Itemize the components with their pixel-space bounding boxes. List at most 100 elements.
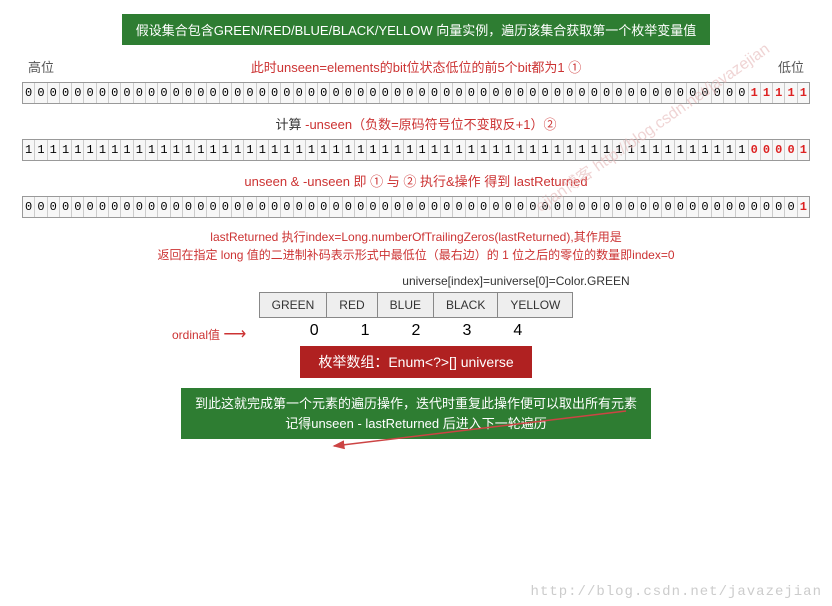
bit-cell: 0 <box>761 140 773 160</box>
bit-cell: 1 <box>84 140 96 160</box>
bit-cell: 0 <box>650 197 662 217</box>
bit-cell: 1 <box>392 140 404 160</box>
bit-cell: 0 <box>417 83 429 103</box>
bit-cell: 0 <box>367 83 379 103</box>
bit-cell: 1 <box>466 140 478 160</box>
bit-cell: 1 <box>490 140 502 160</box>
bit-cell: 0 <box>195 197 207 217</box>
bit-cell: 0 <box>589 197 601 217</box>
bit-cell: 1 <box>244 140 256 160</box>
bit-cell: 1 <box>662 140 674 160</box>
bit-cell: 0 <box>355 83 367 103</box>
bit-cell: 1 <box>232 140 244 160</box>
footer-line-2: 记得unseen - lastReturned 后进入下一轮遍历 <box>195 414 637 434</box>
bit-cell: 1 <box>564 140 576 160</box>
bit-cell: 0 <box>281 197 293 217</box>
bit-cell: 1 <box>281 140 293 160</box>
bit-cell: 0 <box>380 197 392 217</box>
ordinal-value: 4 <box>513 322 522 340</box>
bit-cell: 0 <box>318 83 330 103</box>
bit-cell: 1 <box>552 140 564 160</box>
bit-cell: 1 <box>121 140 133 160</box>
bit-cell: 0 <box>318 197 330 217</box>
bit-cell: 0 <box>601 83 613 103</box>
bit-cell: 1 <box>404 140 416 160</box>
bit-cell: 0 <box>478 197 490 217</box>
bit-cell: 0 <box>343 83 355 103</box>
bit-cell: 1 <box>773 83 785 103</box>
bit-cell: 0 <box>785 197 797 217</box>
bit-cell: 0 <box>207 197 219 217</box>
enum-cell: BLUE <box>377 293 433 318</box>
bit-cell: 0 <box>773 140 785 160</box>
bit-cell: 1 <box>453 140 465 160</box>
bit-cell: 1 <box>60 140 72 160</box>
bit-cell: 0 <box>638 197 650 217</box>
bit-cell: 0 <box>220 197 232 217</box>
bit-cell: 0 <box>220 83 232 103</box>
high-bit-label: 高位 <box>28 57 54 76</box>
bit-cell: 1 <box>712 140 724 160</box>
note-block: lastReturned 执行index=Long.numberOfTraili… <box>0 228 832 264</box>
bit-cell: 1 <box>134 140 146 160</box>
bit-cell: 1 <box>318 140 330 160</box>
bit-cell: 0 <box>626 83 638 103</box>
red-banner: 枚举数组：Enum<?>[] universe <box>300 346 531 378</box>
bit-cell: 0 <box>343 197 355 217</box>
bit-cell: 0 <box>404 83 416 103</box>
bit-cell: 1 <box>35 140 47 160</box>
bit-cell: 1 <box>183 140 195 160</box>
bit-cell: 0 <box>109 197 121 217</box>
footer-line-1: 到此这就完成第一个元素的遍历操作，迭代时重复此操作便可以取出所有元素 <box>195 394 637 414</box>
bit-cell: 0 <box>306 83 318 103</box>
bit-cell: 0 <box>35 83 47 103</box>
bit-cell: 0 <box>785 140 797 160</box>
bit-cell: 0 <box>158 83 170 103</box>
bit-cell: 0 <box>453 197 465 217</box>
bit-cell: 0 <box>72 83 84 103</box>
bit-cell: 0 <box>650 83 662 103</box>
bit-cell: 0 <box>662 197 674 217</box>
enum-cell: YELLOW <box>498 293 573 318</box>
footer-banner: 到此这就完成第一个元素的遍历操作，迭代时重复此操作便可以取出所有元素 记得uns… <box>181 388 651 439</box>
bit-cell: 0 <box>207 83 219 103</box>
bit-cell: 1 <box>539 140 551 160</box>
bit-cell: 1 <box>367 140 379 160</box>
bit-cell: 0 <box>613 83 625 103</box>
bit-cell: 0 <box>97 197 109 217</box>
bit-cell: 1 <box>195 140 207 160</box>
bit-cell: 0 <box>183 83 195 103</box>
bit-cell: 0 <box>109 83 121 103</box>
bit-cell: 1 <box>158 140 170 160</box>
bit-cell: 0 <box>589 83 601 103</box>
bit-cell: 0 <box>35 197 47 217</box>
bit-cell: 0 <box>724 197 736 217</box>
caption-3: unseen & -unseen 即 ① 与 ② 执行&操作 得到 lastRe… <box>0 171 832 190</box>
bit-cell: 1 <box>23 140 35 160</box>
bit-cell: 0 <box>515 197 527 217</box>
bit-cell: 0 <box>638 83 650 103</box>
bit-cell: 1 <box>675 140 687 160</box>
enum-table: GREENREDBLUEBLACKYELLOW <box>259 292 574 318</box>
bit-cell: 1 <box>503 140 515 160</box>
bit-cell: 1 <box>330 140 342 160</box>
bit-cell: 1 <box>650 140 662 160</box>
enum-cell: RED <box>327 293 377 318</box>
ordinal-value: 3 <box>462 322 471 340</box>
bit-cell: 0 <box>626 197 638 217</box>
bit-cell: 0 <box>60 197 72 217</box>
bit-cell: 0 <box>23 83 35 103</box>
bit-cell: 0 <box>736 83 748 103</box>
bit-cell: 0 <box>749 197 761 217</box>
bit-cell: 1 <box>515 140 527 160</box>
bit-cell: 0 <box>257 197 269 217</box>
top-banner: 假设集合包含GREEN/RED/BLUE/BLACK/YELLOW 向量实例，遍… <box>122 14 711 45</box>
bit-cell: 0 <box>515 83 527 103</box>
caption-2-prefix: 计算 <box>275 117 305 132</box>
bit-cell: 0 <box>478 83 490 103</box>
bit-cell: 0 <box>171 197 183 217</box>
bit-cell: 0 <box>441 83 453 103</box>
bit-cell: 0 <box>134 197 146 217</box>
bit-cell: 1 <box>257 140 269 160</box>
bit-cell: 0 <box>749 140 761 160</box>
